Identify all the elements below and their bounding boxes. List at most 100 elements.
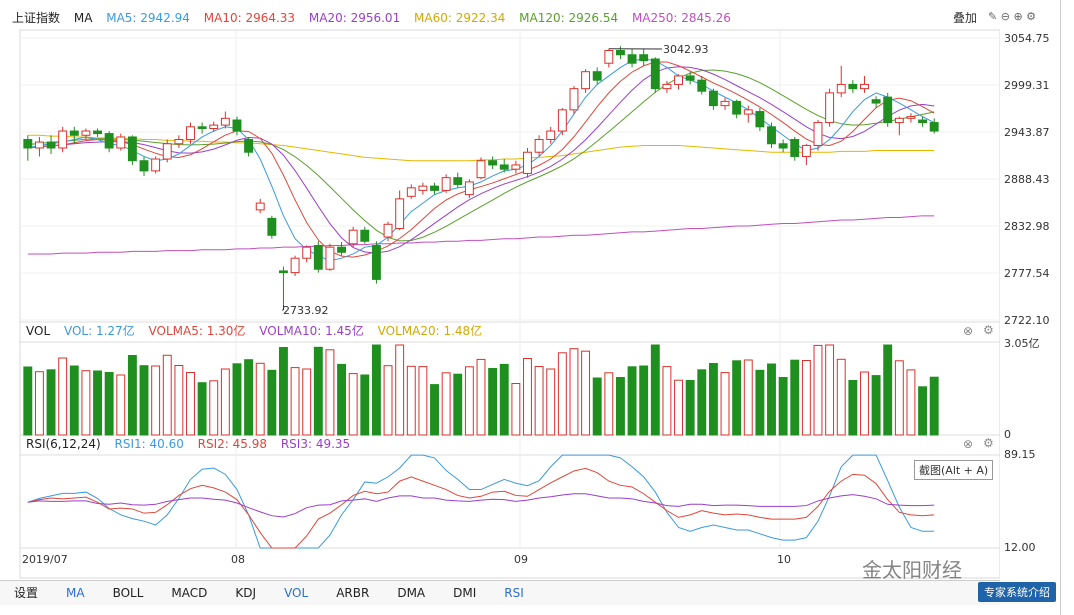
volume-bar [46,369,56,436]
volume-bar [499,363,509,436]
overlay-button[interactable]: 叠加 [953,11,978,25]
volume-bar [732,360,742,436]
ma250-line [27,215,935,255]
tab-ma[interactable]: MA [66,586,85,600]
tab-arbr[interactable]: ARBR [336,586,370,600]
candle-body [523,151,532,174]
settings-icon[interactable]: ⚙ [1026,10,1037,23]
volume-bar [186,372,195,436]
rsi-tick-top: 89.15 [1004,448,1036,461]
volume-bar [871,375,881,436]
candle-body [337,246,347,253]
volume-bar [441,372,451,436]
rsi-close-icon[interactable]: ⊗ [963,437,974,451]
rsi1-value: RSI1: 40.60 [114,437,184,451]
volume-bar [720,372,730,436]
candle-body [883,96,893,124]
volume-bar [511,383,521,436]
tab-dma[interactable]: DMA [397,586,426,600]
candle-body [162,143,172,160]
volume-bar [534,366,544,436]
volume-bar [557,352,567,436]
ma-label[interactable]: MA [73,11,93,25]
price-tick-1: 2999.31 [1004,79,1050,92]
volume-bar [743,359,753,436]
minus-icon[interactable]: ⊖ [1000,10,1010,23]
rsi-name: RSI(6,12,24) [26,437,101,451]
candle-body [209,124,219,129]
candle-body [778,143,788,149]
candle-body [860,83,869,90]
volume-bar [255,362,265,436]
rsi1-line [27,454,935,549]
candle-body [627,54,637,64]
tab-rsi[interactable]: RSI [504,586,524,600]
volume-bar [209,380,219,436]
volume-bar [790,359,800,436]
watermark: 金太阳财经 [862,558,962,582]
ma5-line [27,58,935,262]
candle-body [557,109,567,132]
candle-body [197,126,207,129]
candle-body [267,217,277,236]
ma120-value: MA120: 2926.54 [519,11,619,25]
candle-body [929,122,939,132]
x-tick-0: 2019/07 [22,553,68,566]
volma20-value: VOLMA20: 1.48亿 [377,324,483,338]
ma60-value: MA60: 2922.34 [414,11,506,25]
volume-bar [674,379,683,436]
candle-body [848,83,858,90]
candle-body [104,133,114,149]
price-tick-4: 2832.98 [1004,220,1050,233]
candle-body [499,164,509,170]
volume-bar [34,371,44,436]
rsi-settings-icon[interactable]: ⚙ [983,436,994,450]
screenshot-tooltip: 截图(Alt + A) [914,460,994,480]
tab-settings[interactable]: 设置 [14,586,39,600]
volume-bar [918,386,928,436]
candle-body [290,257,300,274]
tab-vol[interactable]: VOL [284,586,309,600]
volume-bar [162,354,172,436]
volume-bar [93,370,102,436]
vol-settings-icon[interactable]: ⚙ [983,323,994,337]
volume-bar [767,363,776,436]
x-tick-1: 08 [231,553,245,566]
candle-body [813,122,823,146]
candle-body [464,181,474,196]
candle-body [801,144,811,157]
volume-bar [174,365,184,436]
volume-bar [801,360,811,436]
candle-body [186,126,195,141]
vol-header: VOL VOL: 1.27亿 VOLMA5: 1.30亿 VOLMA10: 1.… [26,321,492,341]
vol-close-icon[interactable]: ⊗ [963,324,974,338]
expert-system-badge[interactable]: 专家系统介绍 [978,582,1056,602]
tab-macd[interactable]: MACD [171,586,208,600]
indicator-toolbar: 设置 MA BOLL MACD KDJ VOL ARBR DMA DMI RSI [0,580,1000,605]
volume-bar [337,363,347,436]
volume-bar [383,365,393,436]
volume-bar [360,374,370,436]
volume-bar [279,347,288,436]
ma10-value: MA10: 2964.33 [203,11,296,25]
volume-bar [127,355,137,436]
candle-body [232,119,242,132]
tab-boll[interactable]: BOLL [112,586,144,600]
volume-bar [139,365,149,436]
top-strip [0,0,1000,6]
candle-body [81,130,91,136]
candle-body [592,71,602,81]
plus-icon[interactable]: ⊕ [1013,10,1023,23]
tab-kdj[interactable]: KDJ [235,586,257,600]
volume-bar [395,344,405,436]
candle-body [58,130,68,149]
candle-body [174,139,184,145]
edit-icon[interactable]: ✎ [988,10,998,23]
volume-bar [302,368,312,436]
volume-bar [464,366,474,436]
candle-body [255,202,265,211]
volume-bar [244,359,254,436]
tab-dmi[interactable]: DMI [453,586,477,600]
ma5-value: MA5: 2942.94 [106,11,190,25]
candle-body [93,130,102,135]
